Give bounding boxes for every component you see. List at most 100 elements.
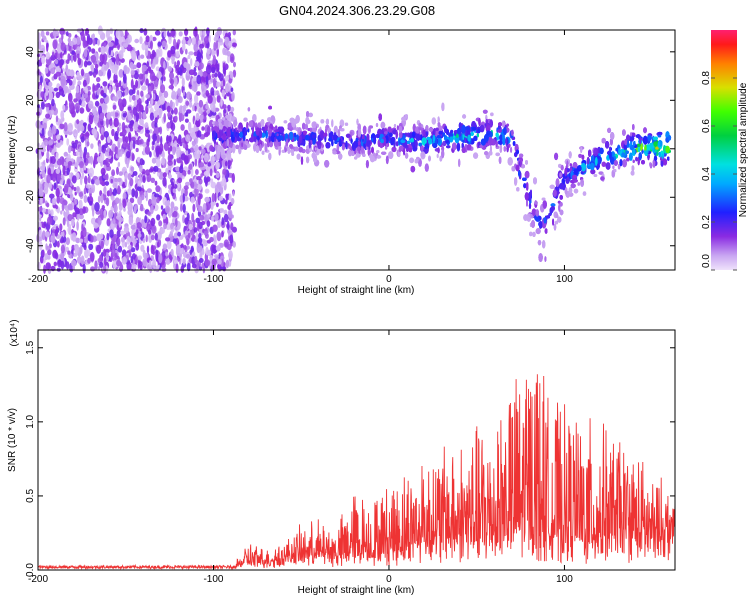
noise-speck: [100, 134, 104, 141]
noise-speck: [55, 65, 62, 74]
noise-speck: [217, 38, 223, 43]
noise-speck: [74, 207, 80, 213]
noise-speck: [107, 145, 110, 153]
noise-speck: [148, 168, 154, 173]
noise-speck: [78, 199, 83, 210]
noise-speck: [147, 66, 151, 72]
noise-speck: [194, 255, 198, 263]
noise-speck: [166, 136, 170, 142]
signal-speck: [436, 153, 439, 159]
noise-speck: [195, 112, 200, 121]
noise-speck: [48, 140, 53, 146]
noise-speck: [62, 104, 66, 111]
noise-speck: [134, 121, 139, 132]
noise-speck: [198, 62, 204, 70]
noise-speck: [145, 78, 149, 86]
spectrogram-heatmap: [35, 25, 672, 275]
noise-speck: [102, 174, 108, 179]
noise-speck: [118, 171, 124, 176]
noise-speck: [84, 89, 89, 94]
noise-speck: [130, 70, 135, 76]
noise-speck: [99, 254, 103, 262]
noise-speck: [149, 112, 155, 121]
noise-speck: [162, 176, 167, 187]
noise-speck: [114, 82, 121, 88]
noise-speck: [54, 59, 59, 65]
noise-speck: [75, 90, 82, 101]
noise-speck: [199, 214, 205, 221]
noise-speck: [55, 168, 60, 174]
noise-speck: [181, 43, 186, 52]
noise-speck: [59, 156, 65, 165]
noise-speck: [86, 61, 92, 66]
noise-speck: [125, 172, 128, 180]
noise-speck: [214, 192, 217, 203]
noise-speck: [176, 138, 182, 145]
noise-speck: [77, 80, 82, 86]
noise-speck: [138, 111, 142, 120]
noise-speck: [127, 114, 133, 121]
noise-speck: [76, 256, 82, 264]
noise-speck: [61, 236, 64, 243]
noise-speck: [191, 84, 195, 91]
noise-speck: [173, 107, 178, 115]
noise-speck: [156, 196, 160, 204]
noise-speck: [204, 259, 211, 267]
noise-speck: [223, 262, 226, 268]
noise-speck: [216, 27, 222, 36]
noise-speck: [176, 156, 182, 164]
noise-speck: [176, 60, 180, 67]
noise-speck: [212, 55, 217, 65]
noise-speck: [122, 198, 127, 209]
noise-speck: [208, 34, 211, 44]
noise-speck: [59, 123, 65, 130]
noise-speck: [45, 262, 51, 270]
noise-speck: [122, 112, 127, 118]
noise-speck: [81, 170, 85, 180]
noise-speck: [164, 200, 170, 207]
noise-speck: [149, 259, 152, 268]
noise-speck: [223, 209, 228, 215]
noise-speck: [214, 72, 218, 78]
noise-speck: [60, 110, 65, 120]
noise-speck: [111, 169, 115, 177]
noise-speck: [127, 106, 132, 111]
noise-speck: [183, 155, 189, 165]
noise-speck: [193, 27, 198, 37]
noise-speck: [57, 259, 63, 268]
noise-speck: [154, 180, 158, 186]
noise-speck: [44, 181, 49, 189]
noise-speck: [143, 28, 148, 36]
noise-speck: [145, 129, 150, 134]
noise-speck: [191, 263, 197, 269]
noise-speck: [226, 104, 231, 112]
noise-speck: [151, 224, 157, 234]
noise-speck: [124, 142, 130, 148]
noise-speck: [139, 203, 144, 212]
noise-speck: [168, 172, 172, 180]
noise-speck: [216, 95, 221, 103]
noise-speck: [122, 134, 126, 143]
noise-speck: [108, 85, 112, 94]
noise-speck: [230, 56, 234, 61]
noise-speck: [185, 48, 188, 55]
noise-speck: [51, 125, 57, 135]
noise-speck: [150, 204, 154, 215]
noise-speck: [157, 241, 160, 248]
noise-speck: [60, 75, 66, 86]
noise-speck: [88, 243, 94, 251]
noise-speck: [167, 50, 172, 58]
noise-speck: [68, 79, 73, 86]
noise-speck: [127, 131, 132, 140]
noise-speck: [83, 60, 88, 68]
noise-speck: [91, 48, 96, 54]
noise-speck: [146, 98, 149, 107]
noise-speck: [182, 143, 186, 149]
noise-speck: [46, 151, 50, 160]
noise-speck: [73, 52, 77, 63]
noise-speck: [207, 162, 211, 167]
noise-speck: [173, 238, 177, 244]
noise-speck: [221, 89, 226, 98]
noise-speck: [83, 93, 89, 99]
noise-speck: [171, 56, 176, 62]
